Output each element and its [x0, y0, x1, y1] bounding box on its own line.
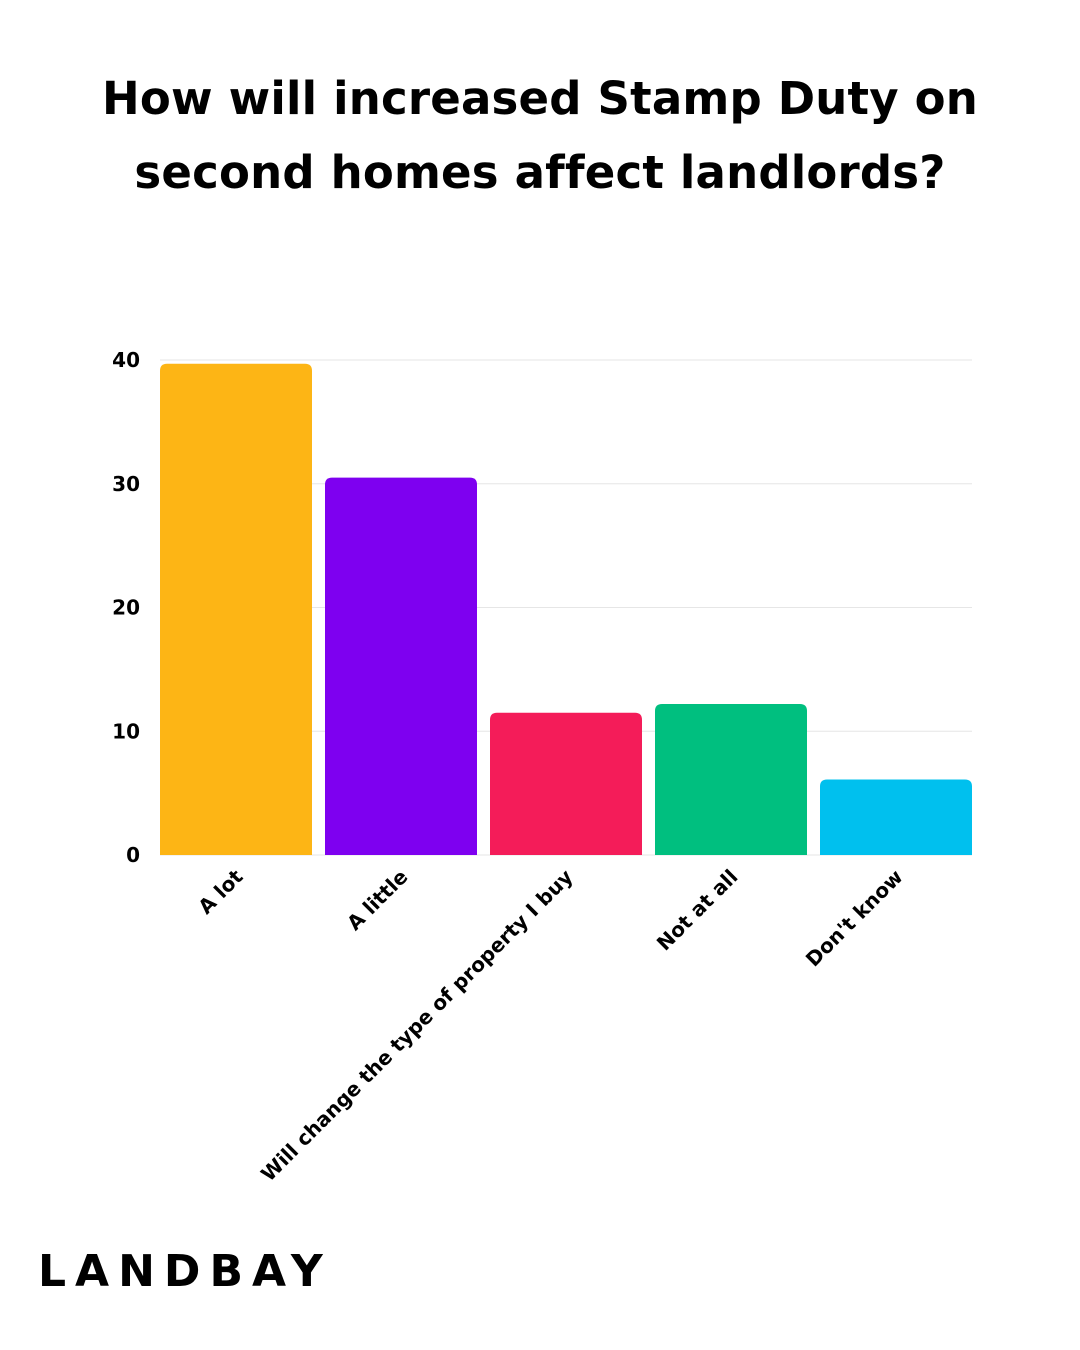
chart-title: How will increased Stamp Duty on second …	[40, 62, 1040, 210]
x-tick-label-don-t-know: Don't know	[801, 865, 908, 972]
y-tick-label-0: 0	[126, 843, 140, 867]
chart-title-line-2: second homes affect landlords?	[134, 146, 946, 199]
y-axis-ticks: 0 10 20 30 40	[112, 348, 140, 867]
x-tick-label-not-at-all: Not at all	[652, 865, 743, 956]
chart-title-line-1: How will increased Stamp Duty on	[101, 72, 979, 125]
y-tick-label-10: 10	[112, 719, 140, 743]
bar-not-at-all	[655, 704, 807, 855]
x-tick-label-a-little: A little	[342, 865, 413, 936]
y-tick-label-30: 30	[112, 472, 140, 496]
x-tick-label-will-change-the-type-of-property-i-buy: Will change the type of property I buy	[256, 865, 577, 1186]
landbay-logo: LANDBAY	[38, 1246, 332, 1297]
bars	[160, 363, 972, 855]
bar-will-change-the-type-of-property-i-buy	[490, 712, 642, 855]
y-tick-label-40: 40	[112, 348, 140, 372]
bar-don-t-know	[820, 779, 972, 855]
y-tick-label-20: 20	[112, 596, 140, 620]
bar-a-little	[325, 477, 477, 855]
x-tick-label-a-lot: A lot	[193, 864, 247, 918]
bar-a-lot	[160, 363, 312, 855]
